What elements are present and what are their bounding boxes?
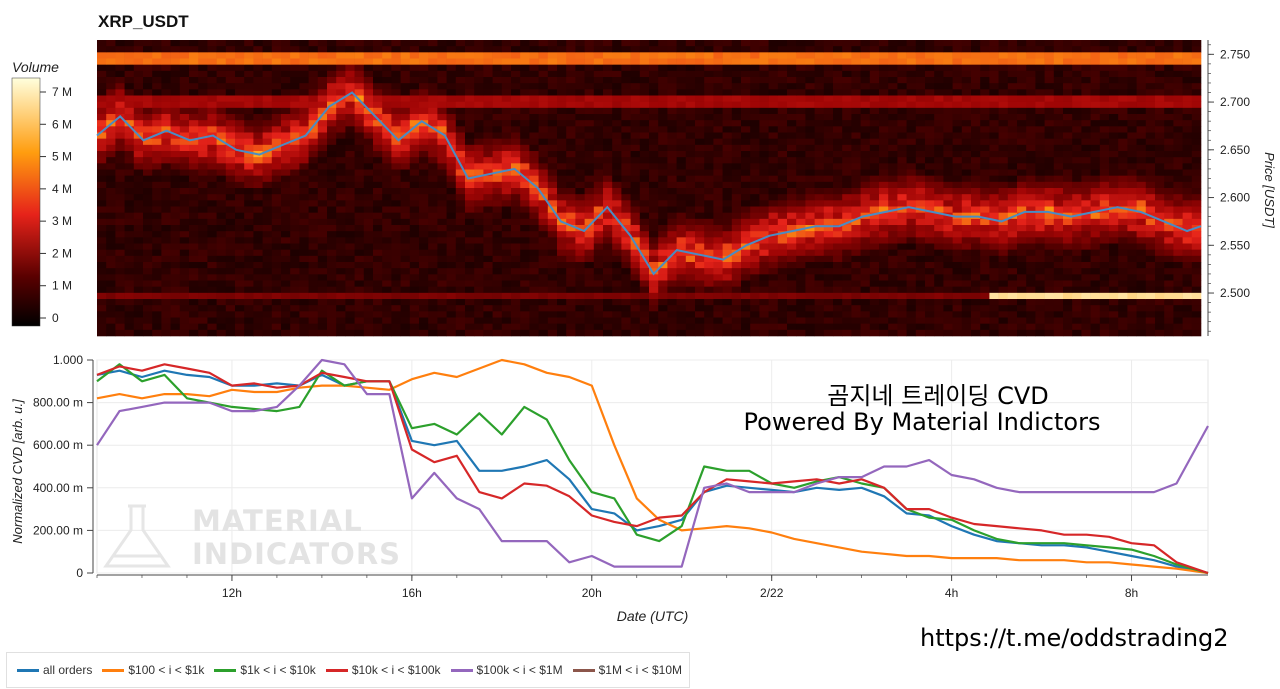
cvd-x-tick-label: 12h [222, 586, 242, 600]
cvd-x-tick-label: 20h [582, 586, 602, 600]
cvd-plot-area [96, 359, 1209, 574]
legend-item[interactable]: all orders [17, 663, 92, 677]
cvd-series-line [96, 358, 1209, 575]
legend-label: $1k < i < $10k [240, 663, 316, 677]
price-heatmap-panel: 2.750 2.700 2.650 2.600 2.550 2.500 Price [USD… [96, 40, 1277, 337]
legend-item[interactable]: $1k < i < $10k [214, 663, 316, 677]
cvd-y-tick-label: 200.00 m [33, 523, 83, 537]
price-tick-label: 2.500 [1220, 286, 1250, 300]
legend-item[interactable]: $10k < i < $100k [325, 663, 441, 677]
cvd-y-tick-label: 600.00 m [33, 438, 83, 452]
cvd-y-axis-label: Normalized CVD [arb. u.] [10, 399, 25, 544]
legend-swatch [572, 668, 595, 672]
price-tick-label: 2.750 [1220, 47, 1250, 61]
legend-item[interactable]: $100k < i < $1M [450, 663, 563, 677]
price-tick-label: 2.550 [1220, 238, 1250, 252]
colorbar-tick: 4 M [52, 182, 72, 196]
legend-label: $10k < i < $100k [351, 663, 441, 677]
legend-item[interactable]: $100 < i < $1k [102, 663, 204, 677]
cvd-y-tick-label: 1.000 [53, 353, 83, 367]
annotation-powered-by: Powered By Material Indictors [743, 408, 1101, 436]
colorbar-tick: 2 M [52, 246, 72, 260]
price-axis-label: Price [USDT] [1262, 152, 1277, 228]
price-line [96, 91, 1202, 276]
colorbar-tick: 3 M [52, 214, 72, 228]
cvd-y-tick-label: 800.00 m [33, 396, 83, 410]
annotation-korean-title: 곰지네 트레이딩 CVD [827, 382, 1049, 410]
legend-label: all orders [43, 663, 93, 677]
flask-logo-icon [100, 500, 175, 572]
cvd-series-line [96, 363, 1209, 575]
chart-title: XRP_USDT [98, 12, 189, 31]
colorbar-gradient [11, 77, 41, 327]
cvd-x-tick-label: 8h [1125, 586, 1138, 600]
price-tick-label: 2.650 [1220, 143, 1250, 157]
cvd-x-tick-label: 2/22 [760, 586, 784, 600]
colorbar-tick: 1 M [52, 279, 72, 293]
legend-label: $1M < i < $10M [598, 663, 682, 677]
legend-item[interactable]: $1M < i < $10M [572, 663, 682, 677]
watermark-material: MATERIAL [192, 504, 363, 538]
colorbar: 7 M 6 M 5 M 4 M 3 M 2 M 1 M 0 [11, 77, 72, 327]
colorbar-tick: 0 [52, 311, 59, 325]
colorbar-tick: 5 M [52, 150, 72, 164]
legend-label: $100 < i < $1k [128, 663, 205, 677]
cvd-series-line [96, 358, 1209, 568]
colorbar-label: Volume [12, 59, 59, 75]
legend-label: $100k < i < $1M [476, 663, 563, 677]
telegram-link[interactable]: https://t.me/oddstrading2 [920, 624, 1229, 652]
price-tick-label: 2.600 [1220, 191, 1250, 205]
cvd-series-line [96, 363, 1209, 575]
legend-swatch [214, 668, 237, 672]
legend-swatch [17, 668, 39, 672]
legend-swatch [325, 668, 348, 672]
cvd-y-tick-label: 400.00 m [33, 481, 83, 495]
cvd-x-tick-label: 4h [945, 586, 958, 600]
price-tick-label: 2.700 [1220, 95, 1250, 109]
colorbar-tick: 6 M [52, 117, 72, 131]
legend-swatch [450, 668, 473, 672]
colorbar-tick: 7 M [52, 85, 72, 99]
watermark-indicators: INDICATORS [192, 537, 402, 571]
cvd-x-axis-label: Date (UTC) [617, 608, 689, 624]
cvd-y-tick-label: 0 [76, 566, 83, 580]
legend-swatch [102, 668, 125, 672]
cvd-chart-panel: 1.000 800.00 m 600.00 m 400.00 m 200.00 m 0 12… [10, 353, 1209, 624]
cvd-x-tick-label: 16h [402, 586, 422, 600]
chart-legend: all orders $100 < i < $1k $1k < i < $10k $1… [6, 652, 690, 688]
